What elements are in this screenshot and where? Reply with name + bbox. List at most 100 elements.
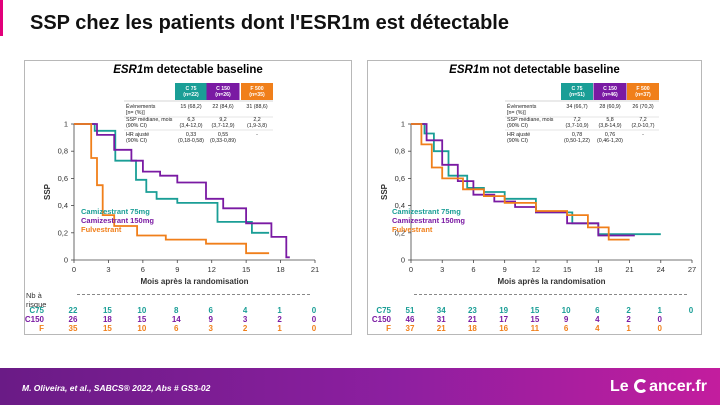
risk-row-label: F (386, 324, 391, 333)
risk-value: 4 (595, 315, 600, 324)
table-cell: 22 (84,6) (212, 104, 233, 110)
table-header-cell (241, 83, 273, 100)
risk-value: 0 (311, 324, 317, 333)
y-tick-label: 0,6 (395, 174, 405, 183)
risk-value: 26 (68, 315, 78, 324)
x-tick-label: 27 (688, 265, 696, 274)
x-tick-label: 18 (276, 265, 284, 274)
legend-c150: Camizestrant 150mg (81, 216, 154, 225)
risk-table-dashline (414, 294, 687, 295)
x-tick-label: 18 (594, 265, 602, 274)
table-row-label: SSP médiane, mois (90% CI) (507, 117, 554, 129)
risk-value: 15 (137, 315, 147, 324)
table-header-label: F 500 (n=35) (249, 86, 265, 98)
x-tick-label: 12 (532, 265, 540, 274)
table-header-cell (593, 83, 627, 100)
x-axis-label: Mois après la randomisation (497, 277, 605, 286)
risk-value: 19 (499, 306, 509, 315)
panel-esr1m-detectable: ESR1m detectable baseline 0 3 6 9 12 15 18 21 0 0… (24, 60, 352, 335)
risk-value: 51 (405, 306, 415, 315)
risk-value: 1 (626, 324, 631, 333)
x-tick-label: 9 (175, 265, 179, 274)
panel-esr1m-not-detectable: ESR1m not detectable baseline 0 3 6 9 12 15 18… (367, 60, 702, 335)
risk-value: 23 (467, 306, 477, 315)
km-curve-c150 (74, 123, 290, 259)
x-tick-label: 12 (208, 265, 216, 274)
y-tick-label: 0 (401, 256, 405, 265)
risk-value: 2 (242, 324, 248, 333)
legend-f500: Fulvestrant (392, 225, 433, 234)
table-cell: 6,3 (3,4-12,0) (180, 117, 203, 129)
km-curve-c150 (411, 123, 635, 237)
risk-value: 2 (626, 315, 631, 324)
risk-row-label: C75 (29, 306, 44, 315)
risk-value: 8 (174, 306, 179, 315)
x-axis-label: Mois après la randomisation (140, 277, 248, 286)
table-header-cell (175, 83, 207, 100)
y-axis-label: SSP (43, 183, 52, 200)
risk-value: 0 (311, 306, 317, 315)
risk-value: 0 (657, 324, 662, 333)
y-tick-label: 1 (64, 120, 68, 129)
y-tick-label: 0,4 (58, 201, 68, 210)
x-tick-label: 9 (503, 265, 507, 274)
risk-value: 14 (171, 315, 181, 324)
footer-bar: M. Oliveira, et al., SABCS® 2022, Abs # … (0, 368, 720, 405)
y-tick-label: 0 (64, 256, 68, 265)
table-header-cell (206, 83, 240, 100)
risk-value: 0 (688, 306, 694, 315)
x-tick-label: 15 (242, 265, 250, 274)
risk-table-dashline (77, 294, 310, 295)
table-cell: 28 (60,9) (599, 104, 620, 110)
table-row-label: HR ajusté (90% CI) (126, 132, 149, 144)
table-cell: 0,55 (0,33-0,89) (210, 132, 236, 144)
table-row-label: SSP médiane, mois (90% CI) (126, 117, 173, 129)
table-cell: 26 (70,3) (632, 104, 653, 110)
table-header-label: C 150 (n=26) (215, 86, 231, 98)
risk-value: 6 (595, 306, 600, 315)
risk-value: 6 (563, 324, 569, 333)
risk-value: 10 (561, 306, 571, 315)
panel-title: ESR1m detectable baseline (113, 64, 263, 76)
footer-reference: M. Oliveira, et al., SABCS® 2022, Abs # … (22, 383, 211, 393)
table-cell: 2,2 (1,9-3,8) (247, 117, 267, 129)
risk-value: 46 (405, 315, 415, 324)
risk-table-header: Nb à risque (26, 291, 47, 309)
table-cell: 0,78 (0,50-1,22) (564, 132, 590, 144)
table-cell: 0,33 (0,18-0,58) (178, 132, 204, 144)
risk-row-label: C150 (24, 315, 44, 324)
risk-value: 1 (657, 306, 662, 315)
risk-value: 10 (137, 306, 147, 315)
slide-title: SSP chez les patients dont l'ESR1m est d… (30, 12, 509, 34)
risk-row-label: C75 (376, 306, 391, 315)
table-cell: - (642, 132, 644, 138)
risk-value: 16 (499, 324, 509, 333)
risk-value: 4 (595, 324, 600, 333)
y-tick-label: 0,8 (395, 147, 405, 156)
risk-value: 15 (530, 315, 540, 324)
risk-value: 17 (499, 315, 509, 324)
risk-value: 15 (530, 306, 540, 315)
risk-value: 3 (242, 315, 248, 324)
title-accent-bar (0, 0, 3, 36)
risk-value: 2 (277, 315, 282, 324)
table-row-label: HR ajusté (90% CI) (507, 132, 530, 144)
y-axis-label: SSP (380, 183, 389, 200)
table-cell: 0,76 (0,46-1,20) (597, 132, 623, 144)
table-header-label: F 500 (n=37) (635, 86, 651, 98)
legend-c75: Camizestrant 75mg (392, 207, 461, 216)
table-header-label: C 75 (n=51) (569, 86, 585, 98)
risk-value: 0 (657, 315, 662, 324)
risk-value: 1 (277, 324, 282, 333)
table-cell: 7,2 (3,7-10,9) (566, 117, 589, 129)
table-cell: 9,2 (3,7-12,9) (212, 117, 235, 129)
table-header-label: C 75 (n=22) (183, 86, 199, 98)
risk-row-label: C150 (371, 315, 391, 324)
x-tick-label: 3 (440, 265, 444, 274)
logo-c-icon (634, 379, 649, 393)
risk-row-label: F (39, 324, 44, 333)
risk-value: 2 (626, 306, 631, 315)
table-row-label: Évènements [n= (%)] (507, 103, 537, 116)
risk-value: 9 (208, 315, 213, 324)
y-tick-label: 0,6 (58, 174, 68, 183)
